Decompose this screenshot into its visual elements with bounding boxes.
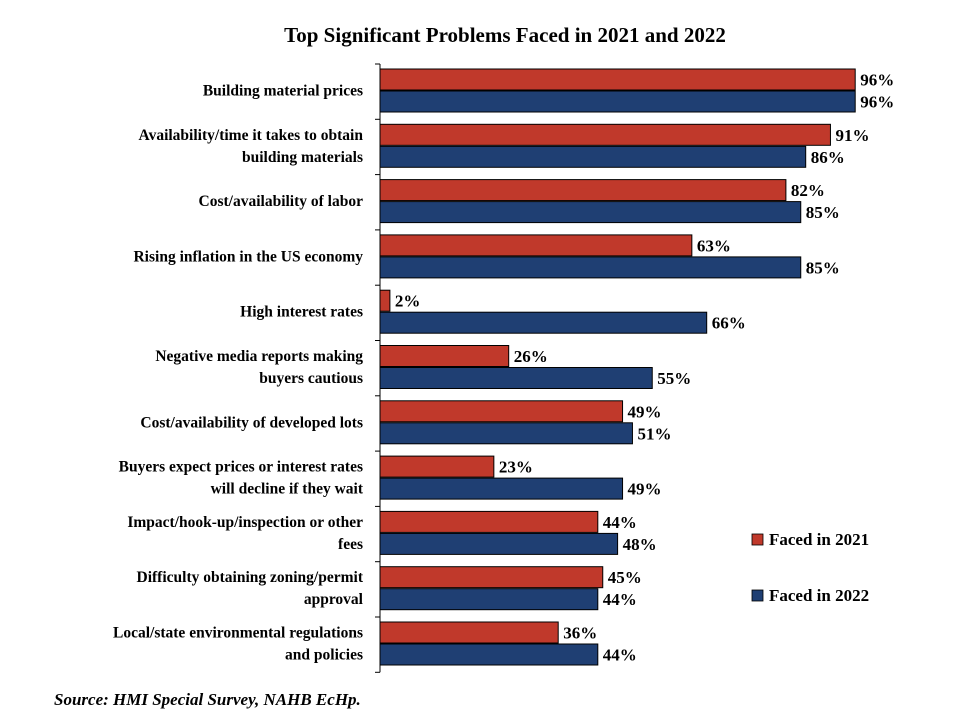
category-label-line: buyers cautious — [259, 370, 363, 387]
value-label-2021: 36% — [563, 624, 597, 643]
bar-2021 — [379, 345, 510, 367]
category-label-line: Cost/availability of labor — [199, 193, 364, 210]
bar-2021 — [379, 289, 391, 312]
value-label-2022: 85% — [806, 258, 840, 277]
legend: Faced in 2021 Faced in 2022 — [751, 530, 869, 605]
bar-chart: Top Significant Problems Faced in 2021 a… — [113, 23, 894, 673]
bar-2022 — [379, 532, 619, 555]
category-label: Building material prices — [203, 83, 363, 100]
category-label-line: Difficulty obtaining zoning/permit — [137, 569, 364, 586]
value-label-2021: 2% — [395, 292, 421, 311]
bar-2022 — [379, 256, 802, 279]
category-label: Rising inflation in the US economy — [133, 248, 363, 265]
bar-2021 — [379, 621, 559, 644]
value-label-2022: 44% — [603, 590, 637, 609]
bar-2022 — [379, 477, 624, 500]
legend-swatch-2021 — [751, 533, 764, 546]
category-label-line: Building material prices — [203, 83, 363, 100]
category-label-line: building materials — [242, 149, 363, 166]
value-labels: 96% 96% 91% 86% 82% 85% 63% 85% 2% 66% 26% 55% 49% 51… — [395, 71, 894, 665]
bar-2022 — [379, 588, 599, 611]
source-note: Source: HMI Special Survey, NAHB EcHp. — [54, 690, 361, 709]
bar-2022 — [379, 201, 802, 224]
value-label-2021: 63% — [697, 236, 731, 255]
value-label-2021: 44% — [603, 513, 637, 532]
category-labels: Building material prices Availability/tim… — [113, 83, 364, 664]
category-axis — [375, 63, 381, 673]
value-label-2022: 49% — [628, 480, 662, 499]
value-label-2022: 48% — [623, 535, 657, 554]
legend-swatch-2022 — [751, 589, 764, 602]
legend-label-2021: Faced in 2021 — [769, 530, 869, 549]
value-label-2021: 82% — [791, 181, 825, 200]
category-label: Cost/availability of labor — [199, 193, 364, 210]
category-label-line: Rising inflation in the US economy — [133, 248, 363, 265]
value-label-2022: 96% — [860, 93, 894, 112]
value-label-2021: 45% — [608, 568, 642, 587]
category-label-line: Buyers expect prices or interest rates — [119, 459, 363, 476]
value-label-2021: 26% — [514, 347, 548, 366]
bar-2021 — [379, 455, 495, 478]
category-label: Cost/availability of developed lots — [140, 414, 363, 431]
value-label-2022: 55% — [657, 369, 691, 388]
bar-2021 — [379, 510, 599, 533]
category-label-line: Impact/hook-up/inspection or other — [127, 514, 363, 531]
category-label-line: fees — [338, 536, 363, 553]
bar-2021 — [379, 400, 624, 423]
category-label: Negative media reports making buyers caut… — [155, 348, 363, 387]
category-label: Local/state environmental regulations and… — [113, 625, 363, 664]
category-label-line: Availability/time it takes to obtain — [139, 127, 364, 144]
legend-label-2022: Faced in 2022 — [769, 586, 869, 605]
bar-2021 — [379, 179, 787, 202]
category-label-line: Cost/availability of developed lots — [140, 414, 363, 431]
category-label-line: approval — [304, 591, 364, 608]
bar-2021 — [379, 123, 831, 146]
category-label-line: Local/state environmental regulations — [113, 625, 363, 642]
category-label: Impact/hook-up/inspection or other fees — [127, 514, 363, 553]
value-label-2021: 96% — [860, 71, 894, 90]
bar-2022 — [379, 643, 599, 666]
bar-2022 — [379, 145, 807, 168]
category-label-line: High interest rates — [240, 304, 363, 321]
category-label-line: Negative media reports making — [155, 348, 363, 365]
category-label-line: will decline if they wait — [211, 481, 364, 498]
value-label-2022: 86% — [811, 148, 845, 167]
bar-2022 — [379, 422, 633, 445]
bar-2022 — [379, 311, 708, 334]
category-label: High interest rates — [240, 304, 363, 321]
value-label-2021: 49% — [628, 402, 662, 421]
value-label-2022: 85% — [806, 203, 840, 222]
category-label-line: and policies — [285, 647, 363, 664]
bar-2022 — [379, 90, 856, 113]
bar-2021 — [379, 68, 856, 91]
category-label: Difficulty obtaining zoning/permit approv… — [137, 569, 364, 608]
bar-2021 — [379, 566, 604, 589]
value-label-2022: 51% — [637, 424, 671, 443]
bar-2022 — [379, 367, 653, 389]
value-label-2022: 66% — [712, 314, 746, 333]
value-label-2022: 44% — [603, 646, 637, 665]
value-label-2021: 91% — [835, 126, 869, 145]
category-label: Buyers expect prices or interest rates wi… — [119, 459, 364, 498]
bar-2021 — [379, 234, 693, 257]
category-label: Availability/time it takes to obtain buil… — [139, 127, 364, 166]
value-label-2021: 23% — [499, 458, 533, 477]
chart-title: Top Significant Problems Faced in 2021 a… — [284, 23, 726, 47]
